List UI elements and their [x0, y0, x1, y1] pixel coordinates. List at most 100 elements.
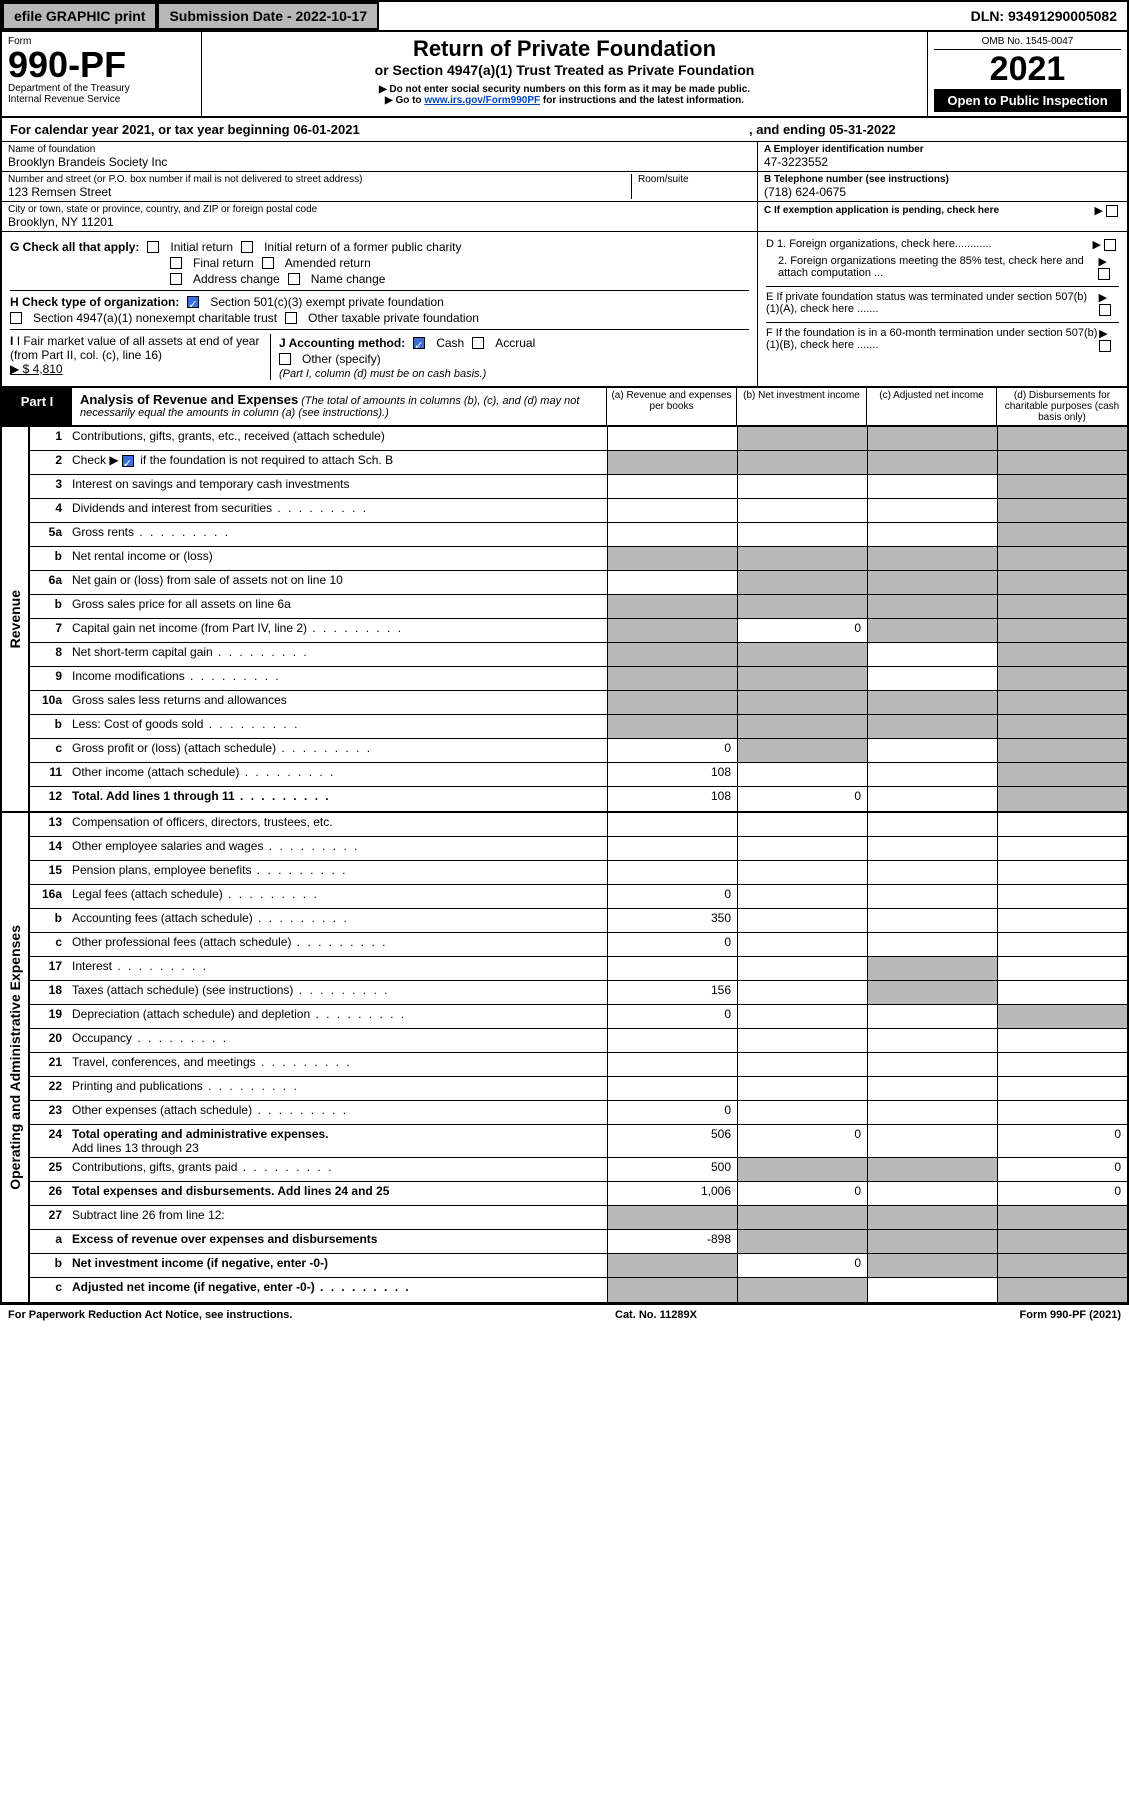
- line-8: Net short-term capital gain: [68, 643, 607, 666]
- footer-mid: Cat. No. 11289X: [615, 1309, 697, 1321]
- checkbox-f[interactable]: [1099, 340, 1111, 352]
- omb-number: OMB No. 1545-0047: [934, 36, 1121, 50]
- i-value: ▶ $ 4,810: [10, 362, 270, 376]
- footer-left: For Paperwork Reduction Act Notice, see …: [8, 1309, 292, 1321]
- line-2: Check ▶ if the foundation is not require…: [68, 451, 607, 474]
- dln-label: DLN: 93491290005082: [961, 4, 1127, 28]
- expenses-side-label: Operating and Administrative Expenses: [7, 925, 23, 1190]
- line-26: Total expenses and disbursements. Add li…: [68, 1182, 607, 1205]
- checkbox-d2[interactable]: [1098, 268, 1110, 280]
- opt-other-taxable: Other taxable private foundation: [308, 311, 479, 325]
- submission-date-button[interactable]: Submission Date - 2022-10-17: [157, 2, 379, 30]
- part1-tab: Part I: [2, 388, 72, 425]
- checkbox-final-return[interactable]: [170, 257, 182, 269]
- h-label: H Check type of organization:: [10, 295, 179, 309]
- checkbox-4947[interactable]: [10, 312, 22, 324]
- part1-header: Part I Analysis of Revenue and Expenses …: [0, 388, 1129, 427]
- info-block: Name of foundation Brooklyn Brandeis Soc…: [0, 142, 1129, 232]
- checkbox-other-method[interactable]: [279, 353, 291, 365]
- goto-suffix: for instructions and the latest informat…: [540, 95, 744, 106]
- form-subtitle: or Section 4947(a)(1) Trust Treated as P…: [208, 62, 921, 78]
- line-6b: Gross sales price for all assets on line…: [68, 595, 607, 618]
- checkbox-501c3[interactable]: [187, 296, 199, 308]
- line-5b: Net rental income or (loss): [68, 547, 607, 570]
- name-label: Name of foundation: [8, 144, 751, 155]
- opt-initial-return: Initial return: [170, 240, 233, 254]
- val-25-d: 0: [997, 1158, 1127, 1181]
- tel-value: (718) 624-0675: [764, 185, 1121, 199]
- tax-year: 2021: [934, 50, 1121, 89]
- opt-cash: Cash: [436, 336, 464, 350]
- line-9: Income modifications: [68, 667, 607, 690]
- opt-accrual: Accrual: [495, 336, 535, 350]
- line-5a: Gross rents: [68, 523, 607, 546]
- checkbox-c[interactable]: [1106, 205, 1118, 217]
- checkbox-other-taxable[interactable]: [285, 312, 297, 324]
- checkbox-cash[interactable]: [413, 337, 425, 349]
- line-3: Interest on savings and temporary cash i…: [68, 475, 607, 498]
- line-15: Pension plans, employee benefits: [68, 861, 607, 884]
- checkbox-e[interactable]: [1099, 304, 1111, 316]
- line-27a: Excess of revenue over expenses and disb…: [68, 1230, 607, 1253]
- line-20: Occupancy: [68, 1029, 607, 1052]
- irs-link[interactable]: www.irs.gov/Form990PF: [424, 95, 540, 106]
- open-inspection-badge: Open to Public Inspection: [934, 89, 1121, 112]
- ein-label: A Employer identification number: [764, 144, 1121, 155]
- line-12: Total. Add lines 1 through 11: [68, 787, 607, 811]
- opt-amended-return: Amended return: [285, 256, 371, 270]
- checkbox-sch-b[interactable]: [122, 455, 134, 467]
- line-18: Taxes (attach schedule) (see instruction…: [68, 981, 607, 1004]
- checkbox-address-change[interactable]: [170, 273, 182, 285]
- checkbox-initial-return[interactable]: [147, 241, 159, 253]
- opt-final-return: Final return: [193, 256, 254, 270]
- checkbox-initial-former[interactable]: [241, 241, 253, 253]
- calendar-year-row: For calendar year 2021, or tax year begi…: [2, 118, 1127, 142]
- revenue-block: Revenue 1Contributions, gifts, grants, e…: [0, 427, 1129, 813]
- ein-value: 47-3223552: [764, 155, 1121, 169]
- line-27c: Adjusted net income (if negative, enter …: [68, 1278, 607, 1302]
- opt-initial-former: Initial return of a former public charit…: [264, 240, 461, 254]
- checkbox-amended-return[interactable]: [262, 257, 274, 269]
- line-10a: Gross sales less returns and allowances: [68, 691, 607, 714]
- line-16c: Other professional fees (attach schedule…: [68, 933, 607, 956]
- line-6a: Net gain or (loss) from sale of assets n…: [68, 571, 607, 594]
- checkbox-name-change[interactable]: [288, 273, 300, 285]
- val-23-a: 0: [607, 1101, 737, 1124]
- cal-end: , and ending 05-31-2022: [749, 122, 1119, 137]
- line-22: Printing and publications: [68, 1077, 607, 1100]
- line-7: Capital gain net income (from Part IV, l…: [68, 619, 607, 642]
- form-number: 990-PF: [8, 47, 195, 83]
- efile-print-button[interactable]: efile GRAPHIC print: [2, 2, 157, 30]
- checkbox-d1[interactable]: [1104, 239, 1116, 251]
- val-10c-a: 0: [607, 739, 737, 762]
- checkbox-accrual[interactable]: [472, 337, 484, 349]
- tel-label: B Telephone number (see instructions): [764, 174, 1121, 185]
- cal-begin: For calendar year 2021, or tax year begi…: [10, 122, 749, 137]
- city-label: City or town, state or province, country…: [8, 204, 751, 215]
- val-16c-a: 0: [607, 933, 737, 956]
- col-b-header: (b) Net investment income: [737, 388, 867, 425]
- val-16a-a: 0: [607, 885, 737, 908]
- val-24-b: 0: [737, 1125, 867, 1157]
- opt-501c3: Section 501(c)(3) exempt private foundat…: [210, 295, 443, 309]
- val-26-b: 0: [737, 1182, 867, 1205]
- foundation-address: 123 Remsen Street: [8, 185, 631, 199]
- line-19: Depreciation (attach schedule) and deple…: [68, 1005, 607, 1028]
- col-a-header: (a) Revenue and expenses per books: [607, 388, 737, 425]
- ghij-block: G Check all that apply: Initial return I…: [0, 232, 1129, 388]
- room-label: Room/suite: [638, 174, 751, 185]
- line-16a: Legal fees (attach schedule): [68, 885, 607, 908]
- d1-label: D 1. Foreign organizations, check here..…: [766, 238, 992, 251]
- goto-line: ▶ Go to www.irs.gov/Form990PF for instru…: [208, 95, 921, 106]
- f-label: F If the foundation is in a 60-month ter…: [766, 327, 1099, 352]
- line-17: Interest: [68, 957, 607, 980]
- revenue-side-label: Revenue: [7, 590, 23, 648]
- val-7b: 0: [737, 619, 867, 642]
- g-row: G Check all that apply: Initial return I…: [10, 240, 749, 254]
- opt-other-method: Other (specify): [302, 352, 381, 366]
- form-990pf-page: efile GRAPHIC print Submission Date - 20…: [0, 0, 1129, 1325]
- form-header: Form 990-PF Department of the Treasury I…: [0, 32, 1129, 118]
- line-23: Other expenses (attach schedule): [68, 1101, 607, 1124]
- line-11: Other income (attach schedule): [68, 763, 607, 786]
- line-10c: Gross profit or (loss) (attach schedule): [68, 739, 607, 762]
